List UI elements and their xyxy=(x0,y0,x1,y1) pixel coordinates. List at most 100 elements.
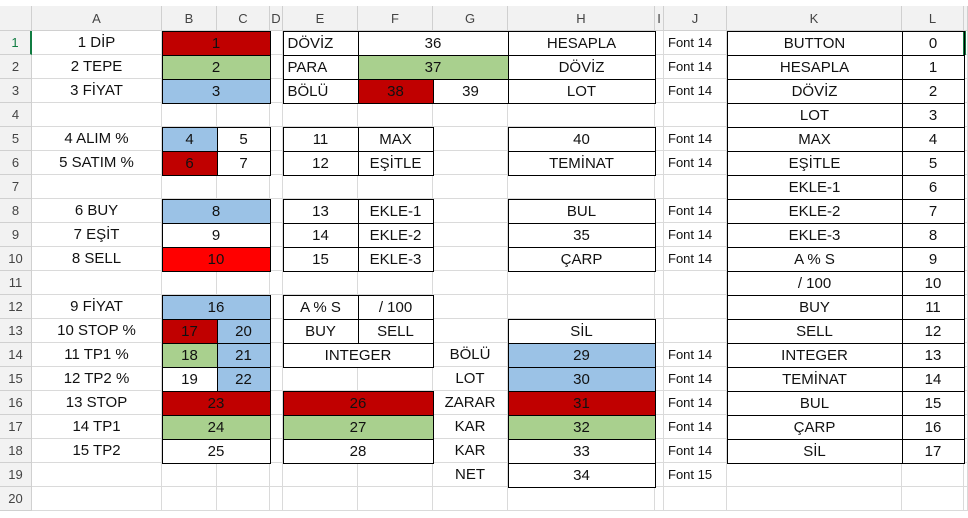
cell[interactable] xyxy=(655,247,664,271)
cell[interactable] xyxy=(655,319,664,343)
cell[interactable] xyxy=(32,463,162,487)
cell[interactable]: 7 xyxy=(901,198,965,224)
cell[interactable]: LOT xyxy=(726,102,903,128)
cell[interactable]: 4 ALIM % xyxy=(32,127,162,151)
cell[interactable] xyxy=(217,103,270,127)
cell[interactable]: 25 xyxy=(161,438,271,464)
column-header[interactable]: B xyxy=(162,6,217,31)
cell[interactable]: 33 xyxy=(507,438,656,464)
cell[interactable]: 18 xyxy=(161,342,218,368)
cell[interactable] xyxy=(433,127,508,151)
cell[interactable] xyxy=(902,487,964,511)
row-header[interactable]: 15 xyxy=(0,367,32,391)
cell[interactable] xyxy=(508,295,655,319)
cell[interactable]: 8 xyxy=(901,222,965,248)
cell[interactable] xyxy=(964,151,968,175)
cell[interactable] xyxy=(270,151,283,175)
row-header[interactable]: 17 xyxy=(0,415,32,439)
cell[interactable]: LOT xyxy=(433,367,508,391)
cell[interactable]: BUL xyxy=(726,390,903,416)
cell[interactable]: ÇARP xyxy=(507,246,656,272)
cell[interactable] xyxy=(433,295,508,319)
cell[interactable]: Font 14 xyxy=(664,223,727,247)
cell[interactable]: 7 EŞİT xyxy=(32,223,162,247)
cell[interactable] xyxy=(433,199,508,223)
cell[interactable]: 16 xyxy=(161,294,271,320)
cell[interactable]: Font 14 xyxy=(664,151,727,175)
cell[interactable]: 1 DİP xyxy=(32,31,162,55)
row-header[interactable]: 12 xyxy=(0,295,32,319)
cell[interactable] xyxy=(655,295,664,319)
column-header[interactable]: K xyxy=(727,6,902,31)
cell[interactable]: INTEGER xyxy=(726,342,903,368)
cell[interactable] xyxy=(217,487,270,511)
cell[interactable] xyxy=(508,271,655,295)
cell[interactable] xyxy=(283,463,358,487)
cell[interactable]: Font 14 xyxy=(664,415,727,439)
cell[interactable] xyxy=(655,391,664,415)
cell[interactable] xyxy=(358,487,433,511)
column-header[interactable]: E xyxy=(283,6,358,31)
cell[interactable] xyxy=(508,487,655,511)
cell[interactable]: A % S xyxy=(282,294,359,320)
cell[interactable] xyxy=(358,175,433,199)
cell[interactable] xyxy=(270,415,283,439)
row-header[interactable]: 16 xyxy=(0,391,32,415)
cell[interactable] xyxy=(655,199,664,223)
cell[interactable]: 4 xyxy=(901,126,965,152)
cell[interactable] xyxy=(964,487,968,511)
cell[interactable] xyxy=(655,271,664,295)
cell[interactable] xyxy=(655,151,664,175)
cell[interactable]: Font 15 xyxy=(664,463,727,487)
cell[interactable] xyxy=(32,175,162,199)
row-header[interactable]: 20 xyxy=(0,487,32,511)
cell[interactable] xyxy=(270,31,283,55)
cell[interactable] xyxy=(433,151,508,175)
cell[interactable] xyxy=(964,103,968,127)
cell[interactable]: 14 xyxy=(901,366,965,392)
column-header[interactable]: G xyxy=(433,6,508,31)
row-header[interactable]: 3 xyxy=(0,79,32,103)
row-header[interactable]: 4 xyxy=(0,103,32,127)
cell[interactable]: 5 SATIM % xyxy=(32,151,162,175)
cell[interactable]: EKLE-2 xyxy=(357,222,434,248)
row-header[interactable]: 18 xyxy=(0,439,32,463)
row-header[interactable]: 10 xyxy=(0,247,32,271)
cell[interactable] xyxy=(270,487,283,511)
cell[interactable]: 10 xyxy=(161,246,271,272)
cell[interactable]: 23 xyxy=(161,390,271,416)
cell[interactable]: 17 xyxy=(161,318,218,344)
cell[interactable] xyxy=(162,463,217,487)
cell[interactable] xyxy=(655,31,664,55)
cell[interactable] xyxy=(664,487,727,511)
cell[interactable]: SELL xyxy=(726,318,903,344)
cell[interactable]: 19 xyxy=(161,366,218,392)
cell[interactable] xyxy=(655,343,664,367)
cell[interactable]: 4 xyxy=(161,126,218,152)
cell[interactable] xyxy=(270,79,283,103)
cell[interactable]: 37 xyxy=(357,54,509,80)
cell[interactable] xyxy=(217,271,270,295)
cell[interactable] xyxy=(270,319,283,343)
cell[interactable] xyxy=(270,367,283,391)
cell[interactable] xyxy=(655,103,664,127)
cell[interactable] xyxy=(270,463,283,487)
cell[interactable]: / 100 xyxy=(357,294,434,320)
cell[interactable]: HESAPLA xyxy=(507,30,656,56)
cell[interactable] xyxy=(270,271,283,295)
cell[interactable] xyxy=(655,175,664,199)
cell[interactable]: 3 xyxy=(901,102,965,128)
cell[interactable]: Font 14 xyxy=(664,247,727,271)
cell[interactable]: 13 STOP xyxy=(32,391,162,415)
cell[interactable]: MAX xyxy=(357,126,434,152)
cell[interactable] xyxy=(270,103,283,127)
cell[interactable]: MAX xyxy=(726,126,903,152)
cell[interactable]: 2 xyxy=(901,78,965,104)
cell[interactable]: 13 xyxy=(901,342,965,368)
cell[interactable] xyxy=(964,199,968,223)
row-header[interactable]: 1 xyxy=(0,31,32,55)
cell[interactable] xyxy=(655,415,664,439)
cell[interactable] xyxy=(358,103,433,127)
cell[interactable]: 35 xyxy=(507,222,656,248)
cell[interactable] xyxy=(283,103,358,127)
